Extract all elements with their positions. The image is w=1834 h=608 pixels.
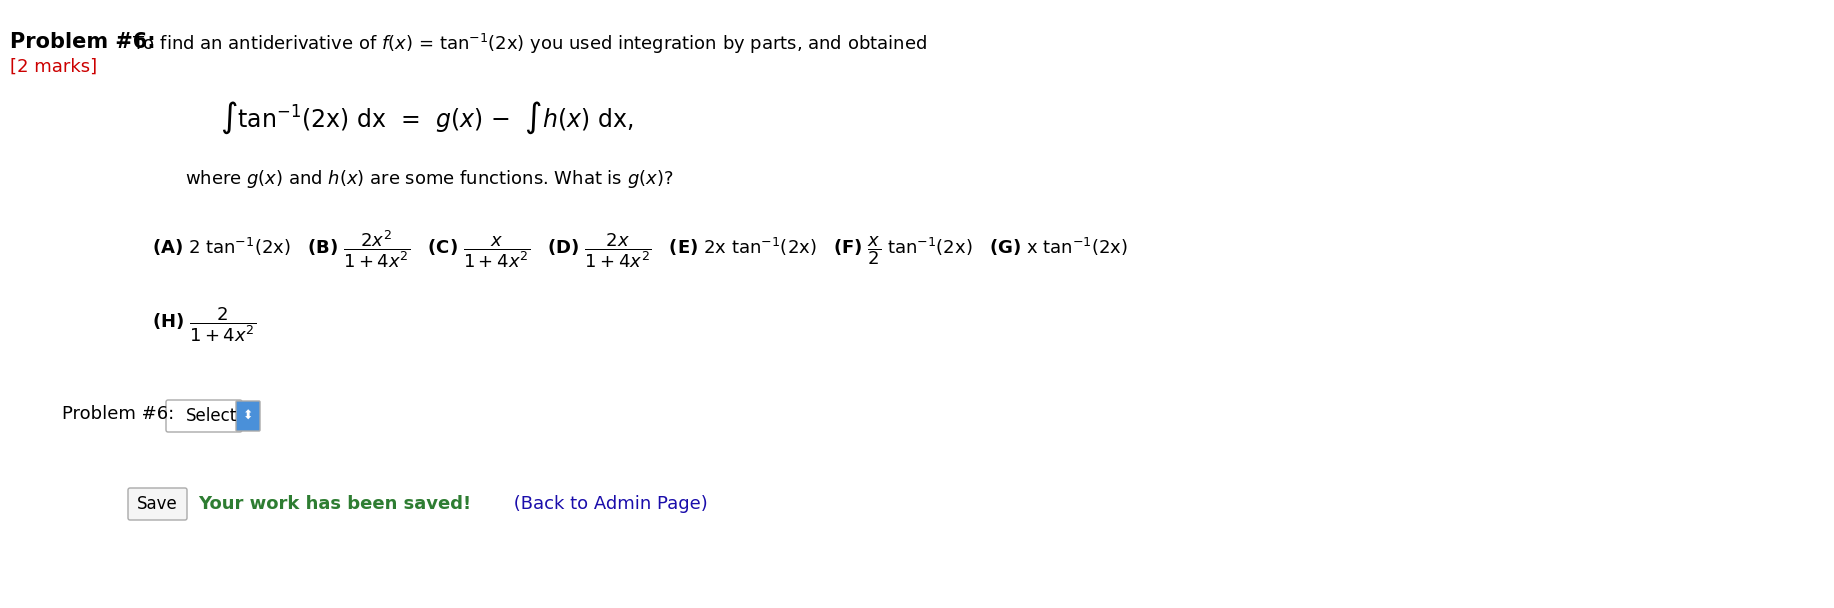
FancyBboxPatch shape [128,488,187,520]
Text: To find an antiderivative of $f(x)$ = tan$^{-1}$(2x) you used integration by par: To find an antiderivative of $f(x)$ = ta… [132,32,926,56]
Text: [2 marks]: [2 marks] [9,58,97,76]
Text: Problem #6:: Problem #6: [62,405,174,423]
Text: (Back to Admin Page): (Back to Admin Page) [508,495,708,513]
Text: Problem #6:: Problem #6: [9,32,156,52]
Text: $\mathbf{(H)}$ $\dfrac{2}{1+4x^2}$: $\mathbf{(H)}$ $\dfrac{2}{1+4x^2}$ [152,305,257,344]
Text: Your work has been saved!: Your work has been saved! [198,495,471,513]
Text: Select: Select [185,407,237,425]
Text: where $g(x)$ and $h(x)$ are some functions. What is $g(x)$?: where $g(x)$ and $h(x)$ are some functio… [185,168,673,190]
Text: $\mathbf{(A)}$ 2 tan$^{-1}$(2x)   $\mathbf{(B)}$ $\dfrac{2x^2}{1+4x^2}$   $\math: $\mathbf{(A)}$ 2 tan$^{-1}$(2x) $\mathbf… [152,228,1128,270]
FancyBboxPatch shape [167,400,242,432]
Text: Save: Save [136,495,178,513]
FancyBboxPatch shape [237,401,260,431]
Text: $\int$tan$^{-1}$(2x) dx  =  $g(x)$ $-$  $\int$$h(x)$ dx,: $\int$tan$^{-1}$(2x) dx = $g(x)$ $-$ $\i… [220,100,633,136]
Text: ⬍: ⬍ [242,410,253,423]
